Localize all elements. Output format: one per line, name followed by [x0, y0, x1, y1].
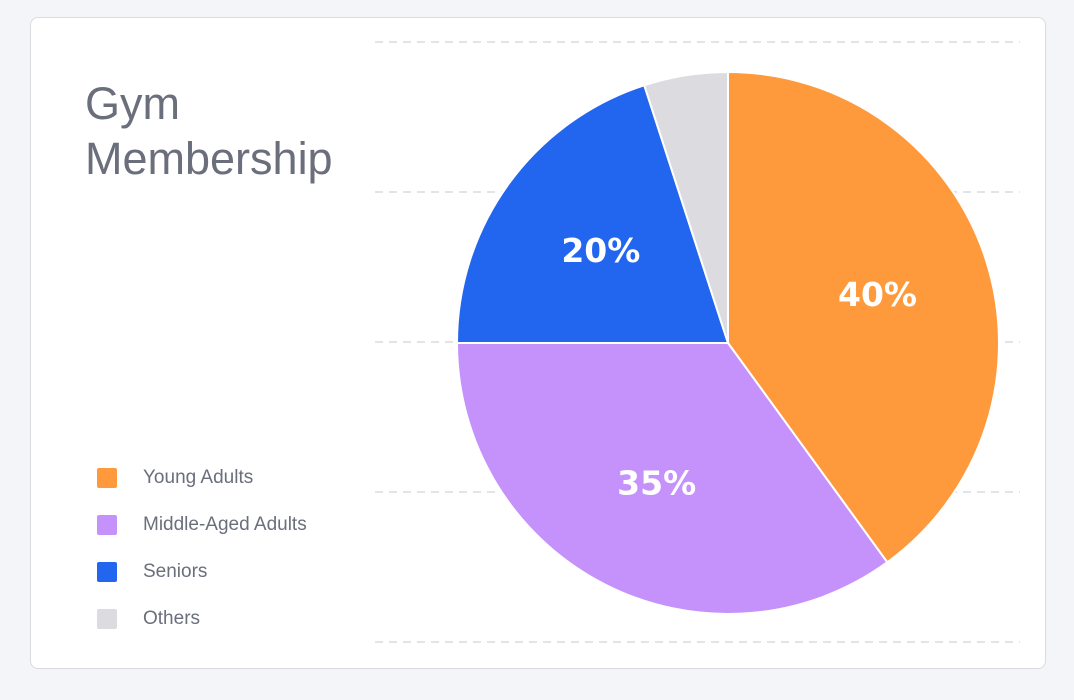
slice-data-label: 40%: [838, 275, 917, 314]
legend: Young Adults Middle-Aged Adults Seniors …: [97, 467, 307, 656]
legend-item[interactable]: Others: [97, 608, 307, 629]
slice-data-label: 35%: [617, 464, 696, 503]
legend-label: Others: [143, 608, 201, 629]
legend-label: Middle-Aged Adults: [143, 514, 307, 535]
chart-title: Gym Membership: [85, 78, 333, 184]
legend-item[interactable]: Middle-Aged Adults: [97, 514, 307, 535]
pie-slice-middle-aged-adults[interactable]: [455, 342, 889, 615]
legend-item[interactable]: Seniors: [97, 561, 307, 582]
slice-data-label: 20%: [561, 231, 640, 270]
slice-labels: 40% 35% 20%: [561, 231, 917, 502]
legend-item[interactable]: Young Adults: [97, 467, 307, 488]
legend-swatch: [97, 515, 117, 535]
legend-swatch: [97, 468, 117, 488]
legend-swatch: [97, 562, 117, 582]
legend-label: Young Adults: [143, 467, 254, 488]
pie-slices: [455, 70, 1000, 615]
pie-slice-young-adults[interactable]: [727, 70, 1000, 564]
pie-slice-others[interactable]: [642, 70, 729, 344]
legend-swatch: [97, 609, 117, 629]
legend-label: Seniors: [143, 561, 208, 582]
pie-slice-seniors[interactable]: [455, 84, 730, 344]
